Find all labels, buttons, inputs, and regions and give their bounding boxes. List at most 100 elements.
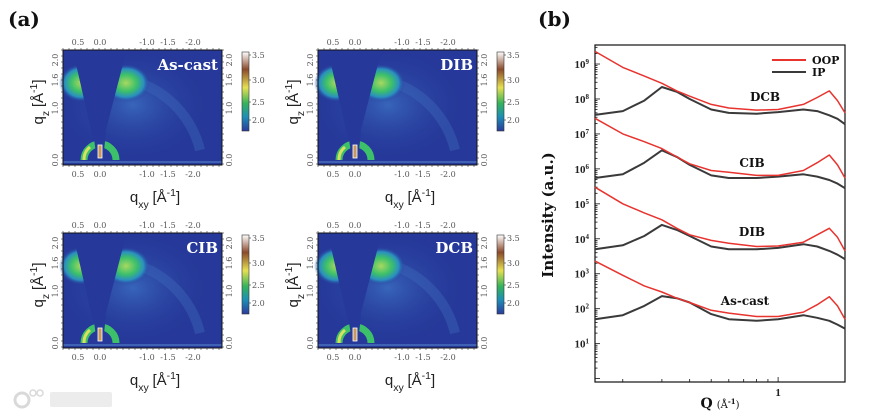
qxy-tick-bottom: -1.5 bbox=[415, 353, 430, 362]
qz-tick-left: 0.0 bbox=[306, 154, 315, 167]
axis-label-sub: z bbox=[295, 294, 307, 299]
axis-label: qxy [Å-1] bbox=[130, 370, 180, 394]
giwaxs-panels: 0.5 0.5 0.0 0.0 -1.0 -1.0 -1.5 -1.5 -2.0 -2.0 0.0 0… bbox=[28, 38, 520, 394]
colorbar-tick-label: 3.5 bbox=[252, 51, 265, 60]
y-tick-exp: 1 bbox=[586, 338, 590, 346]
x-axis-title: Q (Å-1) bbox=[700, 396, 739, 412]
series-group-cib: CIB bbox=[594, 117, 846, 190]
qz-tick-right: 0.0 bbox=[480, 337, 489, 350]
y-tick-exp: 3 bbox=[586, 268, 590, 276]
qxy-tick-top: -1.5 bbox=[160, 221, 175, 230]
qz-tick-right: 1.0 bbox=[225, 102, 234, 115]
y-tick-label: 105 bbox=[575, 198, 590, 211]
sample-label: CIB bbox=[186, 239, 218, 257]
x-axis-title-close: ) bbox=[736, 400, 740, 411]
qxy-tick-bottom: -1.0 bbox=[394, 170, 409, 179]
colorbar-gradient bbox=[241, 51, 250, 132]
sample-label: As-cast bbox=[156, 56, 218, 74]
panel-label-b: (b) bbox=[538, 7, 571, 31]
x-axis-title-base: Q bbox=[700, 396, 712, 412]
giwaxs-image bbox=[313, 50, 477, 165]
axis-label-unit: [Å bbox=[152, 372, 166, 389]
qxy-tick-top: 0.5 bbox=[327, 38, 340, 47]
qxy-tick-bottom: 0.0 bbox=[349, 170, 362, 179]
legend-label: OOP bbox=[812, 54, 839, 67]
beamstop-spot bbox=[352, 144, 358, 159]
qxy-tick-top: -2.0 bbox=[440, 221, 455, 230]
legend-label: IP bbox=[812, 66, 825, 79]
image-frame bbox=[317, 49, 478, 166]
axis-label-close: ] bbox=[285, 262, 302, 266]
axis-label-unit: [Å bbox=[152, 189, 166, 206]
axis-label-close: ] bbox=[431, 372, 435, 389]
axis-label-base: q bbox=[130, 189, 138, 206]
qxy-tick-bottom: -1.5 bbox=[160, 170, 175, 179]
qxy-tick-bottom: 0.5 bbox=[72, 353, 85, 362]
qz-tick-left: 1.0 bbox=[306, 285, 315, 298]
diffuse-arc bbox=[397, 80, 460, 152]
image-frame bbox=[317, 232, 478, 349]
colorbar-tick-label: 3.0 bbox=[507, 76, 520, 85]
qxy-tick-top: -2.0 bbox=[185, 38, 200, 47]
qz-tick-left: 1.0 bbox=[51, 285, 60, 298]
x-tick-label: 1 bbox=[775, 387, 781, 399]
axis-label-unit: [Å bbox=[407, 372, 421, 389]
axis-label: qz [Å-1] bbox=[28, 262, 52, 307]
axis-label-base: q bbox=[385, 189, 393, 206]
axis-label-exp: -1 bbox=[422, 187, 431, 199]
qxy-tick-top: 0.0 bbox=[349, 221, 362, 230]
series-group-dib: DIB bbox=[594, 186, 846, 261]
qxy-tick-bottom: -2.0 bbox=[440, 353, 455, 362]
axis-label-close: ] bbox=[176, 189, 180, 206]
sample-label: DIB bbox=[440, 56, 473, 74]
y-axis-title: Intensity (a.u.) bbox=[539, 152, 557, 278]
qxy-tick-bottom: -2.0 bbox=[440, 170, 455, 179]
qz-tick-left: 1.6 bbox=[51, 74, 60, 87]
axis-label-exp: -1 bbox=[167, 370, 176, 382]
x-axis-title-unit: (Å bbox=[717, 399, 729, 411]
qz-tick-left: 1.0 bbox=[51, 102, 60, 115]
axis-label-exp: -1 bbox=[167, 187, 176, 199]
top-mask bbox=[327, 233, 383, 343]
axis-label-unit: [Å bbox=[285, 276, 302, 290]
y-tick-exp: 8 bbox=[586, 93, 590, 101]
qxy-tick-bottom: 0.0 bbox=[349, 353, 362, 362]
group-label: DCB bbox=[750, 90, 780, 104]
y-tick-label: 101 bbox=[575, 338, 590, 351]
giwaxs-panel-as-cast: 0.5 0.5 0.0 0.0 -1.0 -1.0 -1.5 -1.5 -2.0 -2.0 0.0 0… bbox=[28, 38, 265, 211]
qz-tick-right: 1.6 bbox=[480, 74, 489, 87]
qxy-tick-top: -1.5 bbox=[160, 38, 175, 47]
y-tick-base: 10 bbox=[575, 199, 587, 211]
colorbar: 3.5 3.0 2.5 2.0 bbox=[496, 51, 520, 132]
y-tick-base: 10 bbox=[575, 234, 587, 246]
qxy-tick-bottom: -1.5 bbox=[160, 353, 175, 362]
inner-ring-peak bbox=[82, 328, 92, 344]
qxy-tick-bottom: 0.0 bbox=[94, 353, 107, 362]
giwaxs-panel-cib: 0.5 0.5 0.0 0.0 -1.0 -1.0 -1.5 -1.5 -2.0 -2.0 0.0 0… bbox=[28, 221, 265, 394]
qz-tick-left: 0.0 bbox=[51, 154, 60, 167]
qxy-tick-bottom: 0.5 bbox=[327, 353, 340, 362]
qxy-tick-top: -1.5 bbox=[415, 221, 430, 230]
axis-label-base: q bbox=[385, 372, 393, 389]
diffuse-arc bbox=[397, 263, 460, 335]
y-tick-base: 10 bbox=[575, 59, 587, 71]
qz-tick-left: 1.6 bbox=[306, 74, 315, 87]
qxy-tick-top: -1.0 bbox=[139, 38, 154, 47]
qz-tick-right: 1.6 bbox=[225, 74, 234, 87]
axis-label-sub: z bbox=[40, 111, 52, 116]
y-tick-base: 10 bbox=[575, 304, 587, 316]
colorbar-tick-label: 2.0 bbox=[252, 299, 265, 308]
axis-label-exp: -1 bbox=[28, 83, 40, 92]
axis-label-exp: -1 bbox=[422, 370, 431, 382]
inner-ring-peak bbox=[337, 145, 347, 161]
beamstop-spot bbox=[352, 327, 358, 342]
colorbar-gradient bbox=[496, 234, 505, 315]
axis-label-base: q bbox=[130, 372, 138, 389]
plot-frame bbox=[594, 44, 846, 383]
y-tick-base: 10 bbox=[575, 94, 587, 106]
y-tick-exp: 6 bbox=[586, 163, 590, 171]
colorbar-tick-label: 3.5 bbox=[507, 234, 520, 243]
colorbar-tick-label: 2.0 bbox=[507, 116, 520, 125]
giwaxs-image bbox=[58, 233, 222, 348]
axis-label: qxy [Å-1] bbox=[130, 187, 180, 211]
